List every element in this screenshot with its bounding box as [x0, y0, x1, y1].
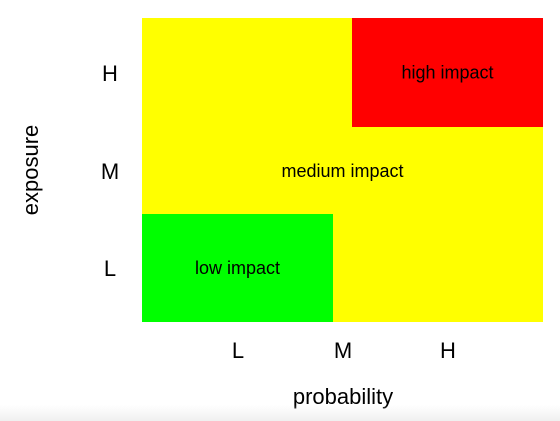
zone-low-impact: [142, 214, 333, 322]
y-tick-L: L: [104, 256, 116, 281]
x-tick-H: H: [440, 338, 456, 363]
x-tick-L: L: [232, 338, 244, 363]
x-tick-M: M: [334, 338, 352, 363]
zone-label-high-impact: high impact: [401, 63, 493, 83]
y-tick-M: M: [101, 159, 119, 184]
zone-label-medium-impact: medium impact: [281, 161, 403, 181]
zone-label-group: medium impact high impact low impact: [195, 63, 494, 279]
y-axis-title: exposure: [18, 125, 43, 216]
bottom-fade: [0, 405, 560, 421]
zone-label-low-impact: low impact: [195, 258, 280, 278]
zone-high-impact: [352, 18, 543, 127]
zone-group: [142, 18, 543, 322]
y-tick-H: H: [102, 61, 118, 86]
x-axis-title: probability: [293, 384, 393, 409]
y-tick-group: L M H: [101, 61, 119, 281]
